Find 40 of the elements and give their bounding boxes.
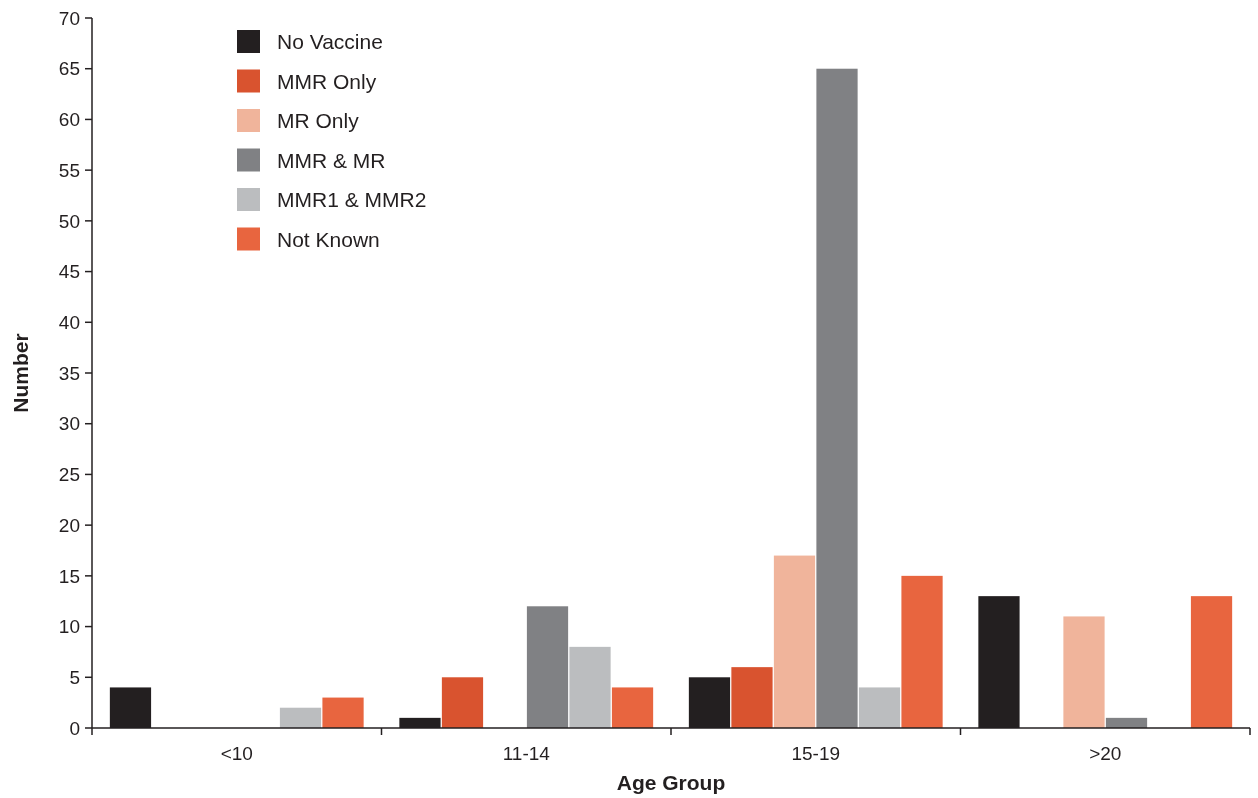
y-tick-label: 45 bbox=[58, 261, 80, 283]
y-tick-label: 55 bbox=[58, 159, 80, 181]
bar bbox=[279, 707, 322, 728]
legend-label: MMR & MR bbox=[277, 148, 386, 172]
x-tick-label: 15-19 bbox=[791, 743, 841, 764]
x-axis-title: Age Group bbox=[616, 771, 726, 794]
legend-label: MMR Only bbox=[277, 69, 377, 93]
bar bbox=[901, 575, 943, 728]
y-tick-label: 25 bbox=[58, 464, 80, 486]
bar bbox=[858, 687, 901, 728]
bar bbox=[526, 606, 569, 728]
y-tick-label: 35 bbox=[58, 362, 80, 384]
legend-label: MMR1 & MMR2 bbox=[277, 188, 427, 212]
y-tick-label: 50 bbox=[58, 210, 80, 232]
x-tick-label: <10 bbox=[220, 743, 253, 764]
x-tick-label: >20 bbox=[1089, 743, 1122, 764]
bar bbox=[773, 555, 816, 728]
legend-label: MR Only bbox=[277, 109, 360, 133]
y-tick-label: 10 bbox=[58, 616, 80, 638]
y-tick-label: 30 bbox=[58, 413, 80, 435]
x-tick-label: 11-14 bbox=[502, 743, 551, 764]
bar bbox=[731, 667, 773, 728]
y-axis-title: Number bbox=[9, 333, 32, 413]
bar bbox=[569, 646, 611, 728]
legend-label: Not Known bbox=[277, 227, 380, 251]
y-tick-label: 65 bbox=[58, 58, 80, 80]
bar bbox=[441, 677, 484, 728]
y-tick-label: 40 bbox=[58, 311, 80, 333]
y-tick-label: 70 bbox=[58, 7, 80, 29]
bar bbox=[1063, 616, 1105, 728]
legend-label: No Vaccine bbox=[277, 30, 383, 54]
bar bbox=[1190, 596, 1233, 728]
y-tick-label: 5 bbox=[69, 666, 80, 688]
bar bbox=[322, 697, 364, 728]
bar bbox=[611, 687, 654, 728]
y-tick-label: 0 bbox=[69, 717, 80, 739]
y-tick-label: 15 bbox=[58, 565, 80, 587]
y-tick-label: 60 bbox=[58, 109, 80, 131]
bar bbox=[816, 68, 858, 728]
y-tick-label: 20 bbox=[58, 514, 80, 536]
